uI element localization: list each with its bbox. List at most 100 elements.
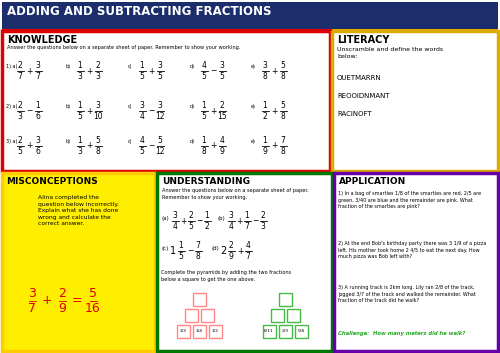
- Text: 7: 7: [246, 252, 250, 261]
- Text: 1: 1: [140, 61, 144, 70]
- Text: 1: 1: [202, 101, 206, 110]
- Text: 3: 3: [78, 147, 82, 156]
- Text: 7: 7: [280, 136, 285, 145]
- Text: Challenge:  How many meters did he walk?: Challenge: How many meters did he walk?: [338, 331, 465, 336]
- Text: 8: 8: [202, 147, 206, 156]
- Text: 3: 3: [36, 61, 41, 70]
- Text: 1: 1: [202, 136, 206, 145]
- Text: Answer the questions below on a separate sheet of paper. Remember to show your w: Answer the questions below on a separate…: [7, 45, 240, 50]
- Text: 4: 4: [140, 136, 144, 145]
- Text: 2: 2: [220, 246, 226, 256]
- Text: 2: 2: [96, 61, 100, 70]
- Text: (b): (b): [217, 216, 225, 221]
- Text: −: −: [196, 216, 202, 226]
- Bar: [332, 29, 498, 31]
- Text: 7: 7: [18, 72, 22, 81]
- Text: 6/11: 6/11: [264, 329, 274, 334]
- Bar: [2, 2, 498, 29]
- Text: 5/8: 5/8: [298, 329, 304, 334]
- Text: 1: 1: [36, 101, 41, 110]
- Text: 2) At the end Bob's birthday party there was 3 1/9 of a pizza
left. His mother t: 2) At the end Bob's birthday party there…: [338, 241, 486, 259]
- Bar: [2, 31, 330, 171]
- Text: 1: 1: [78, 136, 82, 145]
- Text: RACINOFT: RACINOFT: [337, 111, 372, 117]
- Text: 5: 5: [18, 147, 22, 156]
- Text: b): b): [66, 104, 71, 109]
- Text: 1: 1: [170, 246, 176, 256]
- Text: c): c): [128, 64, 132, 69]
- Text: 5: 5: [202, 72, 206, 81]
- Bar: [332, 31, 498, 171]
- Text: −: −: [148, 142, 154, 150]
- Text: +: +: [86, 107, 92, 115]
- Text: 5: 5: [89, 287, 97, 300]
- Bar: [184, 309, 198, 322]
- Text: 7: 7: [196, 241, 200, 250]
- Text: 3: 3: [158, 101, 162, 110]
- Text: d): d): [190, 104, 195, 109]
- Text: +: +: [26, 66, 32, 76]
- Text: 2: 2: [262, 112, 268, 121]
- Text: 3: 3: [28, 287, 36, 300]
- Text: −: −: [26, 107, 32, 115]
- Text: 1) In a bag of smarties 1/8 of the smarties are red, 2/5 are
green, 3/40 are blu: 1) In a bag of smarties 1/8 of the smart…: [338, 191, 481, 209]
- Text: e): e): [251, 104, 256, 109]
- Text: 15: 15: [217, 112, 227, 121]
- Bar: [278, 293, 291, 306]
- Text: 2/3: 2/3: [180, 329, 186, 334]
- Text: 1: 1: [78, 61, 82, 70]
- Text: 2: 2: [18, 61, 22, 70]
- Text: 2: 2: [228, 241, 234, 250]
- Text: 3: 3: [18, 112, 22, 121]
- Text: +: +: [180, 216, 186, 226]
- Text: REOOIDNMANT: REOOIDNMANT: [337, 93, 390, 99]
- Text: +: +: [210, 107, 216, 115]
- Bar: [192, 325, 205, 338]
- Text: 3) A running track is 2km long. Lily ran 2/8 of the track,
jogged 3/7 of the tra: 3) A running track is 2km long. Lily ran…: [338, 285, 476, 303]
- Text: 2: 2: [188, 211, 194, 220]
- Text: 6: 6: [36, 147, 41, 156]
- Text: 9: 9: [228, 252, 234, 261]
- Text: 9: 9: [262, 147, 268, 156]
- Text: 8: 8: [196, 252, 200, 261]
- Bar: [200, 309, 213, 322]
- Bar: [208, 325, 222, 338]
- Text: 4: 4: [202, 61, 206, 70]
- Text: Answer the questions below on a separate sheet of paper.
Remember to show your w: Answer the questions below on a separate…: [162, 188, 308, 199]
- Bar: [2, 29, 332, 31]
- Bar: [270, 309, 283, 322]
- Text: 4: 4: [246, 241, 250, 250]
- Text: 3: 3: [158, 61, 162, 70]
- Text: 5: 5: [78, 112, 82, 121]
- Text: 2/3: 2/3: [282, 329, 288, 334]
- Text: +: +: [271, 66, 277, 76]
- Text: +: +: [86, 66, 92, 76]
- Text: 4: 4: [172, 222, 178, 231]
- Text: 5: 5: [140, 72, 144, 81]
- Text: +: +: [237, 246, 243, 256]
- Text: (c): (c): [161, 246, 168, 251]
- Text: (d): (d): [211, 246, 219, 251]
- Text: 3: 3: [140, 101, 144, 110]
- Text: 5: 5: [158, 72, 162, 81]
- Text: 8: 8: [262, 72, 268, 81]
- Text: 5: 5: [178, 252, 184, 261]
- Text: 16: 16: [85, 302, 101, 315]
- Text: 4: 4: [228, 222, 234, 231]
- Text: 5: 5: [96, 136, 100, 145]
- Text: 2: 2: [18, 136, 22, 145]
- Text: 2: 2: [204, 222, 210, 231]
- Text: +: +: [26, 142, 32, 150]
- Text: 3) a): 3) a): [6, 139, 18, 144]
- Text: 4: 4: [220, 136, 224, 145]
- Bar: [286, 309, 300, 322]
- Text: =: =: [72, 294, 83, 307]
- Text: 1/2: 1/2: [212, 329, 218, 334]
- Text: Alina completed the
question below incorrectly.
Explain what she has done
wrong : Alina completed the question below incor…: [38, 195, 119, 226]
- Text: d): d): [190, 64, 195, 69]
- Text: 3: 3: [78, 72, 82, 81]
- Text: 1: 1: [262, 136, 268, 145]
- Text: +: +: [148, 66, 154, 76]
- Text: 10: 10: [93, 112, 103, 121]
- Bar: [192, 293, 205, 306]
